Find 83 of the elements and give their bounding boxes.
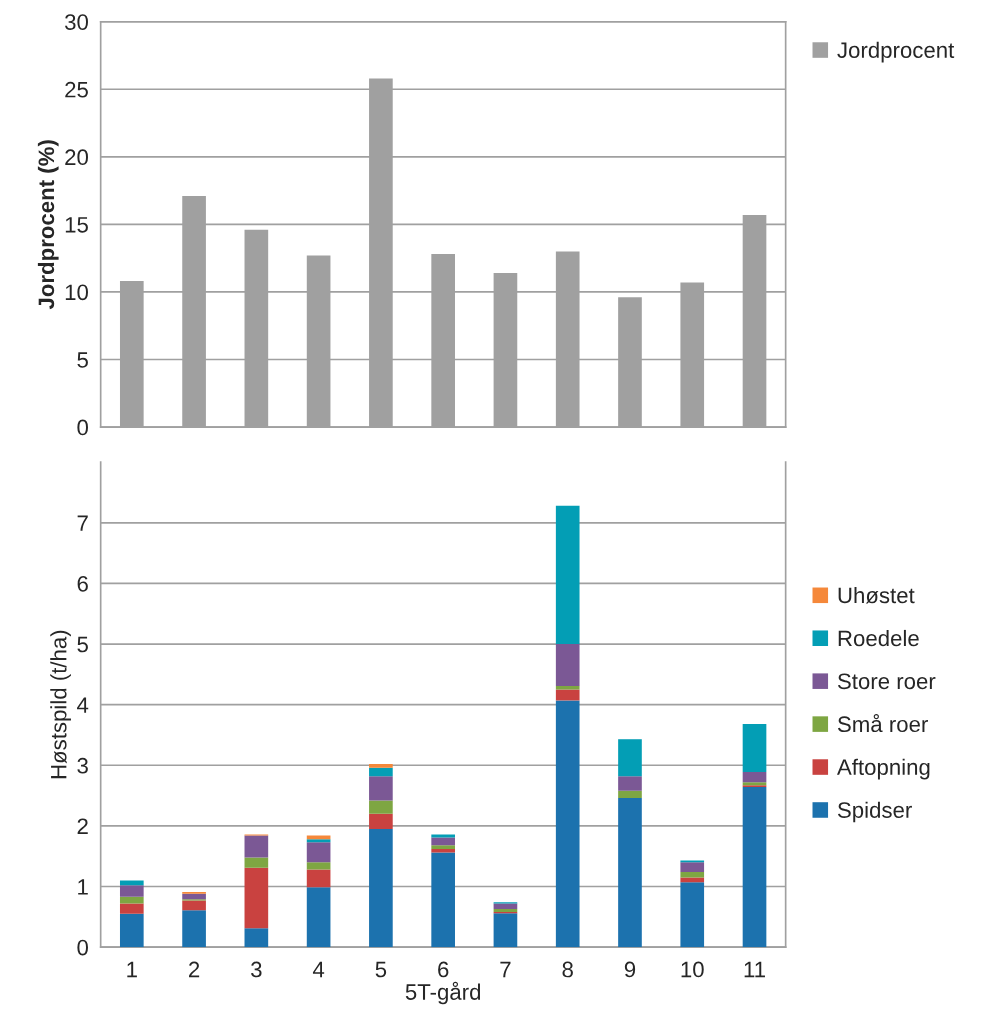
legend-label: Små roer: [837, 713, 928, 733]
bar: [369, 776, 393, 801]
bar: [742, 724, 767, 772]
bar: [555, 644, 580, 686]
y-tick-label: 0: [77, 419, 88, 436]
bar: [493, 913, 518, 948]
y-tick-label: 15: [65, 217, 88, 233]
bar: [182, 893, 206, 900]
bar: [369, 800, 393, 814]
bar: [618, 739, 642, 777]
bar: [244, 928, 269, 948]
bar: [306, 839, 331, 843]
y-axis-title: Jordprocent (%): [37, 140, 59, 310]
bar: [680, 862, 705, 872]
bar: [493, 903, 518, 909]
y-tick-label: 5: [77, 352, 88, 368]
y-axis-title: Høstspild (t/ha): [50, 630, 71, 779]
bar: [680, 871, 705, 878]
x-tick-label: 6: [438, 961, 449, 978]
x-tick-label: 3: [251, 961, 262, 978]
x-tick-label: 4: [312, 961, 325, 978]
legend-label: Spidser: [837, 801, 912, 823]
bar: [742, 771, 767, 783]
y-tick-label: 7: [77, 515, 88, 531]
bar: [119, 896, 144, 904]
x-tick-label: 1: [127, 961, 137, 978]
bar: [119, 880, 144, 886]
bar: [119, 913, 144, 948]
bar: [306, 842, 331, 863]
y-tick-label: 3: [77, 757, 88, 774]
y-tick-label: 30: [65, 14, 88, 30]
bar: [680, 882, 705, 948]
legend-label: Roedele: [838, 629, 919, 647]
bar: [431, 852, 455, 948]
x-tick-label: 9: [624, 961, 636, 978]
x-tick-label: 2: [189, 961, 200, 978]
legend-label: Jordprocent: [837, 41, 955, 63]
legend-label: Uhøstet: [838, 586, 915, 604]
y-tick-label: 10: [65, 284, 88, 301]
bar: [431, 837, 455, 846]
x-tick-label: 5: [375, 961, 387, 978]
bar: [306, 862, 331, 870]
x-tick-label: 8: [562, 961, 573, 978]
y-tick-label: 1: [78, 879, 88, 895]
y-tick-label: 25: [65, 81, 88, 98]
y-tick-label: 0: [77, 939, 88, 956]
bar: [555, 685, 580, 690]
bar: [493, 908, 518, 912]
bar: [369, 828, 393, 948]
x-tick-label: 11: [744, 961, 765, 978]
bar: [742, 787, 767, 948]
bar: [555, 689, 580, 701]
y-tick-label: 20: [65, 149, 88, 166]
bar: [431, 845, 455, 849]
x-axis-title: 5T-gård: [405, 981, 481, 1005]
legend-label: Store roer: [837, 673, 936, 690]
bar: [306, 869, 331, 888]
bar: [182, 900, 206, 911]
bar: [555, 505, 580, 645]
bar: [244, 867, 269, 929]
bar: [306, 887, 331, 948]
bar: [431, 834, 455, 838]
bar: [182, 910, 206, 948]
bar: [369, 767, 393, 777]
bar: [244, 835, 269, 858]
y-tick-label: 2: [77, 818, 88, 834]
y-tick-label: 6: [77, 575, 88, 592]
bar: [555, 700, 580, 948]
x-tick-label: 10: [681, 961, 704, 978]
legend-label: Aftopning: [836, 758, 930, 780]
bar: [618, 790, 642, 799]
y-tick-label: 5: [77, 636, 88, 653]
y-tick-label: 4: [77, 697, 89, 713]
bar: [618, 776, 642, 791]
x-tick-label: 7: [500, 961, 511, 978]
bar: [119, 903, 144, 914]
bar: [369, 813, 393, 829]
bar: [618, 798, 642, 948]
bar: [369, 764, 393, 768]
bar: [680, 877, 705, 883]
bar: [244, 857, 269, 868]
bar: [431, 848, 455, 853]
bar: [119, 885, 144, 897]
